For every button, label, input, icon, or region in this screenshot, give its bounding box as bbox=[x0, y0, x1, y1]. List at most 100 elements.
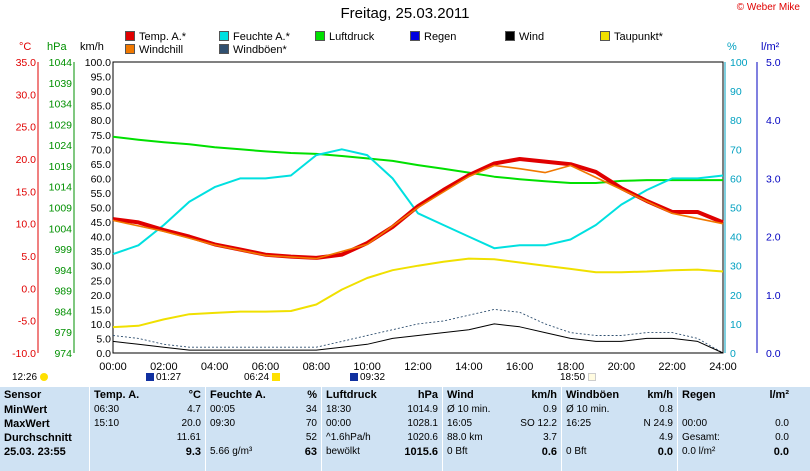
rain-tick-label: 0.0 bbox=[766, 348, 781, 360]
stats-windboeen-col: Windböen km/h Ø 10 min. 0.8 16:25 N 24.9 4.… bbox=[561, 387, 677, 471]
moon-icon bbox=[350, 373, 358, 381]
wind-tick-label: 80.0 bbox=[91, 115, 112, 127]
temp-tick-label: 0.0 bbox=[21, 283, 36, 295]
legend-swatch-temp bbox=[125, 31, 135, 41]
row-label-min: MinWert bbox=[4, 404, 48, 416]
legend-swatch-wind bbox=[505, 31, 515, 41]
wind-tick-label: 25.0 bbox=[91, 275, 112, 287]
press-tick-label: 984 bbox=[54, 306, 72, 318]
sun-icon bbox=[39, 373, 48, 381]
press-tick-label: 1024 bbox=[49, 140, 73, 152]
legend-item-wind: Wind bbox=[505, 31, 544, 43]
stats-luftdruck-col: Luftdruck hPa 18:30 1014.9 00:00 1028.1 ^1.… bbox=[321, 387, 442, 471]
wind-tick-label: 45.0 bbox=[91, 217, 112, 229]
event-sunrise: 06:24 bbox=[244, 372, 282, 383]
temp-tick-label: 10.0 bbox=[16, 219, 37, 231]
temp-tick-label: 20.0 bbox=[16, 154, 37, 166]
x-tick-label: 06:00 bbox=[252, 361, 280, 373]
hum-tick-label: 100 bbox=[730, 57, 748, 69]
stats-unit-windboeen: km/h bbox=[647, 389, 673, 401]
x-tick-label: 24:00 bbox=[709, 361, 737, 373]
wind-tick-label: 55.0 bbox=[91, 188, 112, 200]
x-tick-label: 04:00 bbox=[201, 361, 229, 373]
x-tick-label: 10:00 bbox=[353, 361, 381, 373]
event-sun: 12:26 bbox=[12, 372, 50, 383]
row-label-current: 25.03. 23:55 bbox=[4, 446, 66, 458]
stats-sensor-col: Sensor MinWert MaxWert Durchschnitt 25.0… bbox=[0, 387, 88, 471]
temp-tick-label: 35.0 bbox=[16, 57, 37, 69]
chart-series bbox=[112, 135, 724, 354]
hum-tick-label: 20 bbox=[730, 290, 742, 302]
legend-item-windchill: Windchill bbox=[125, 44, 183, 56]
wind-tick-label: 20.0 bbox=[91, 290, 112, 302]
rain-tick-label: 5.0 bbox=[766, 57, 781, 69]
row-label-avg: Durchschnitt bbox=[4, 432, 72, 444]
sun-moon-events: 12:26 01:27 06:24 09:32 18:50 bbox=[0, 372, 810, 384]
hum-tick-label: 90 bbox=[730, 86, 742, 98]
series-line-windchill bbox=[112, 164, 724, 260]
chart-tick-labels: 00:00 02:00 04:00 06:00 08:00 10:00 12:00 14:00… bbox=[12, 57, 781, 373]
wind-tick-label: 35.0 bbox=[91, 246, 112, 258]
wind-tick-label: 0.0 bbox=[96, 348, 111, 360]
hum-tick-label: 50 bbox=[730, 203, 742, 215]
x-tick-label: 18:00 bbox=[557, 361, 585, 373]
wind-tick-label: 70.0 bbox=[91, 144, 112, 156]
rain-tick-label: 2.0 bbox=[766, 232, 781, 244]
temp-tick-label: 30.0 bbox=[16, 89, 37, 101]
press-tick-label: 974 bbox=[54, 348, 72, 360]
stats-unit-temp: °C bbox=[188, 389, 201, 401]
press-tick-label: 1004 bbox=[49, 223, 73, 235]
chart-title: Freitag, 25.03.2011 bbox=[340, 5, 470, 22]
legend-item-luftdruck: Luftdruck bbox=[315, 31, 374, 43]
credit-label: © Weber Mike bbox=[736, 2, 800, 13]
stats-temp-col: Temp. A. °C 06:30 4.7 15:10 20.0 11.61 9.3 bbox=[89, 387, 205, 471]
wind-tick-label: 5.0 bbox=[96, 333, 111, 345]
press-tick-label: 1039 bbox=[49, 78, 73, 90]
hum-tick-label: 0 bbox=[730, 348, 736, 360]
series-line-wind bbox=[112, 323, 724, 354]
stats-header-windboeen: Windböen bbox=[566, 389, 620, 401]
legend-swatch-taupunkt bbox=[600, 31, 610, 41]
hum-tick-label: 80 bbox=[730, 115, 742, 127]
event-sunset: 18:50 bbox=[560, 372, 598, 383]
stats-unit-regen: l/m² bbox=[769, 389, 789, 401]
stats-header-luftdruck: Luftdruck bbox=[326, 389, 377, 401]
hum-tick-label: 10 bbox=[730, 319, 742, 331]
x-tick-label: 16:00 bbox=[506, 361, 534, 373]
x-tick-label: 02:00 bbox=[150, 361, 178, 373]
wind-tick-label: 60.0 bbox=[91, 173, 112, 185]
press-tick-label: 1019 bbox=[49, 161, 73, 173]
unit-label-hum: % bbox=[727, 41, 737, 53]
press-tick-label: 994 bbox=[54, 265, 72, 277]
wind-tick-label: 15.0 bbox=[91, 304, 112, 316]
press-tick-label: 989 bbox=[54, 286, 72, 298]
rain-tick-label: 4.0 bbox=[766, 115, 781, 127]
rain-tick-label: 1.0 bbox=[766, 290, 781, 302]
wind-tick-label: 85.0 bbox=[91, 101, 112, 113]
wind-tick-label: 10.0 bbox=[91, 319, 112, 331]
sunset-icon bbox=[587, 373, 596, 381]
press-tick-label: 999 bbox=[54, 244, 72, 256]
rain-tick-label: 3.0 bbox=[766, 173, 781, 185]
wind-tick-label: 90.0 bbox=[91, 86, 112, 98]
stats-header-wind: Wind bbox=[447, 389, 474, 401]
event-moonset: 09:32 bbox=[350, 372, 385, 383]
moon-icon bbox=[146, 373, 154, 381]
press-tick-label: 1044 bbox=[49, 57, 73, 69]
wind-tick-label: 30.0 bbox=[91, 261, 112, 273]
stats-header-feuchte: Feuchte A. bbox=[210, 389, 266, 401]
legend-item-feuchte: Feuchte A.* bbox=[219, 31, 290, 43]
legend-item-taupunkt: Taupunkt* bbox=[600, 31, 663, 43]
hum-tick-label: 40 bbox=[730, 232, 742, 244]
stats-header-temp: Temp. A. bbox=[94, 389, 140, 401]
legend-item-regen: Regen bbox=[410, 31, 456, 43]
weather-chart: 00:00 02:00 04:00 06:00 08:00 10:00 12:00 14:00… bbox=[12, 57, 781, 373]
statistics-panel: Sensor MinWert MaxWert Durchschnitt 25.0… bbox=[0, 387, 810, 471]
legend-swatch-luftdruck bbox=[315, 31, 325, 41]
x-tick-label: 08:00 bbox=[303, 361, 331, 373]
legend-swatch-feuchte bbox=[219, 31, 229, 41]
temp-tick-label: -10.0 bbox=[12, 348, 36, 360]
stats-feuchte-col: Feuchte A.% 00:05 34 09:30 70 52 5.66 g/m³… bbox=[205, 387, 321, 471]
chart-axes bbox=[37, 61, 758, 354]
wind-tick-label: 95.0 bbox=[91, 72, 112, 84]
